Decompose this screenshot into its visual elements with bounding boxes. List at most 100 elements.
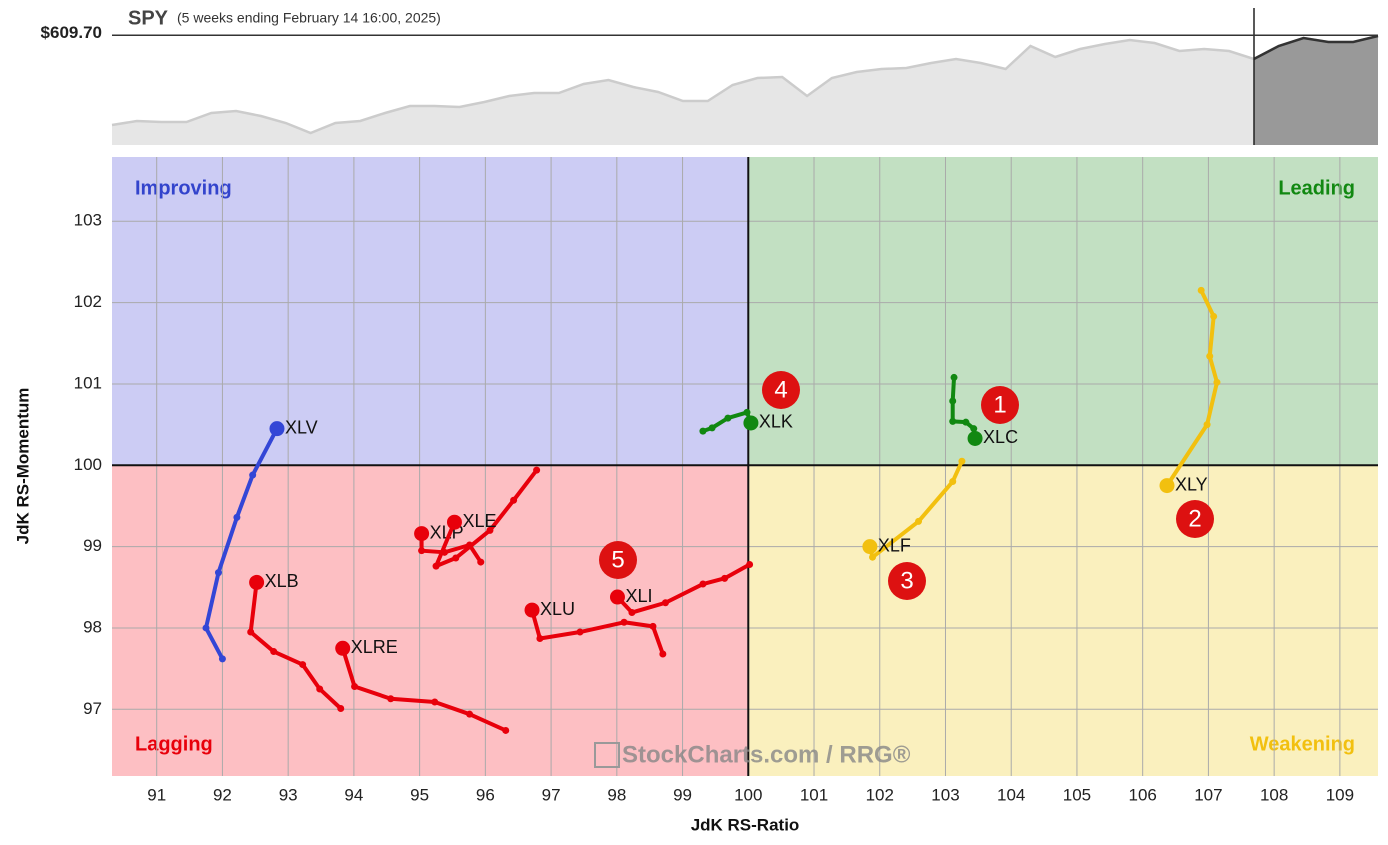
- tail-point: [743, 408, 751, 416]
- head-point: [609, 589, 625, 605]
- tail-point: [486, 526, 494, 534]
- x-tick-label: 101: [800, 785, 828, 804]
- tail-point: [1213, 378, 1221, 386]
- tail-line: [616, 562, 751, 615]
- tail-point: [536, 635, 544, 643]
- x-tick-label: 92: [213, 785, 232, 804]
- tail-point: [387, 695, 395, 703]
- x-tick-label: 93: [279, 785, 298, 804]
- x-tick-label: 108: [1260, 785, 1288, 804]
- quadrant-label: Leading: [1278, 177, 1355, 199]
- tail-point: [950, 373, 958, 381]
- series-label: XLB: [265, 571, 299, 591]
- y-tick-label: 100: [74, 455, 102, 474]
- head-point: [249, 574, 265, 590]
- tail-point: [337, 704, 345, 712]
- y-tick-label: 103: [74, 211, 102, 230]
- price-area: [112, 36, 1378, 145]
- watermark-icon: [594, 742, 620, 768]
- tail-point: [214, 569, 222, 577]
- head-point: [335, 640, 351, 656]
- tail-point: [708, 424, 716, 432]
- series-label: XLU: [540, 599, 575, 619]
- x-tick-label: 104: [997, 785, 1025, 804]
- y-tick-label: 102: [74, 292, 102, 311]
- tail-point: [746, 561, 754, 569]
- annotation-label: 5: [611, 546, 624, 573]
- x-tick-label: 98: [607, 785, 626, 804]
- tail-point: [915, 517, 923, 525]
- tail-line: [530, 609, 665, 655]
- tail-point: [620, 618, 628, 626]
- series-label: XLE: [462, 511, 496, 531]
- quadrant: [112, 465, 749, 776]
- tail-point: [533, 466, 541, 474]
- y-tick-label: 99: [83, 536, 102, 555]
- series-label: XLF: [878, 535, 911, 555]
- tail-point: [270, 648, 278, 656]
- series-label: XLRE: [351, 637, 398, 657]
- tail-point: [958, 457, 966, 465]
- series-label: XLV: [285, 417, 318, 437]
- tail-point: [1210, 312, 1218, 320]
- tail-line: [248, 582, 343, 710]
- head-point: [524, 602, 540, 618]
- tail-point: [576, 628, 584, 636]
- annotation-badge: [599, 541, 637, 579]
- tail-point: [502, 726, 510, 734]
- series-label: XLI: [625, 586, 652, 606]
- tail-point: [649, 622, 657, 630]
- y-tick-label: 97: [83, 699, 102, 718]
- x-tick-label: 103: [931, 785, 959, 804]
- x-tick-label: 100: [734, 785, 762, 804]
- annotation-badge: [1176, 500, 1214, 538]
- head-point: [967, 430, 983, 446]
- annotation-badge: [888, 562, 926, 600]
- x-tick-label: 102: [866, 785, 894, 804]
- quadrant-label: Improving: [135, 177, 232, 199]
- tail-area: [1254, 36, 1378, 145]
- x-tick-label: 107: [1194, 785, 1222, 804]
- x-tick-label: 105: [1063, 785, 1091, 804]
- tail-point: [1203, 421, 1211, 429]
- tail-point: [1197, 286, 1205, 294]
- tail-point: [970, 425, 978, 433]
- tail-point: [202, 624, 210, 632]
- tail-line: [434, 468, 539, 569]
- tail-point: [431, 698, 439, 706]
- tail-point: [351, 683, 359, 691]
- tail-point: [466, 710, 474, 718]
- tail-point: [659, 650, 667, 658]
- tail-point: [510, 496, 518, 504]
- reference-label: $609.70: [41, 23, 102, 42]
- tail-point: [724, 414, 732, 422]
- series-label: XLY: [1175, 474, 1208, 494]
- x-axis-label: JdK RS-Ratio: [691, 815, 800, 834]
- panel-title: SPY: [128, 7, 169, 29]
- price-line: [111, 34, 1379, 135]
- tail-point: [218, 655, 226, 663]
- y-axis-label: JdK RS-Momentum: [13, 388, 32, 545]
- x-tick-label: 106: [1128, 785, 1156, 804]
- tail-point: [247, 628, 255, 636]
- tail-point: [949, 478, 957, 486]
- tail-point: [869, 553, 877, 561]
- tail-point: [949, 397, 957, 405]
- head-point: [269, 421, 285, 437]
- tail-point: [477, 558, 485, 566]
- tail-point: [452, 554, 460, 562]
- watermark: StockCharts.com / RRG®: [622, 741, 911, 768]
- panel-subtitle: (5 weeks ending February 14 16:00, 2025): [177, 10, 441, 26]
- quadrant: [748, 465, 1378, 776]
- series-label: XLC: [983, 427, 1018, 447]
- head-point: [446, 514, 462, 530]
- quadrant-label: Lagging: [135, 733, 213, 755]
- x-tick-label: 109: [1326, 785, 1354, 804]
- tail-point: [233, 513, 241, 521]
- annotation-label: 2: [1188, 505, 1201, 532]
- tail-point: [1206, 352, 1214, 360]
- x-tick-label: 97: [542, 785, 561, 804]
- tail-point: [699, 427, 707, 435]
- tail-point: [721, 574, 729, 582]
- tail-point: [299, 661, 307, 669]
